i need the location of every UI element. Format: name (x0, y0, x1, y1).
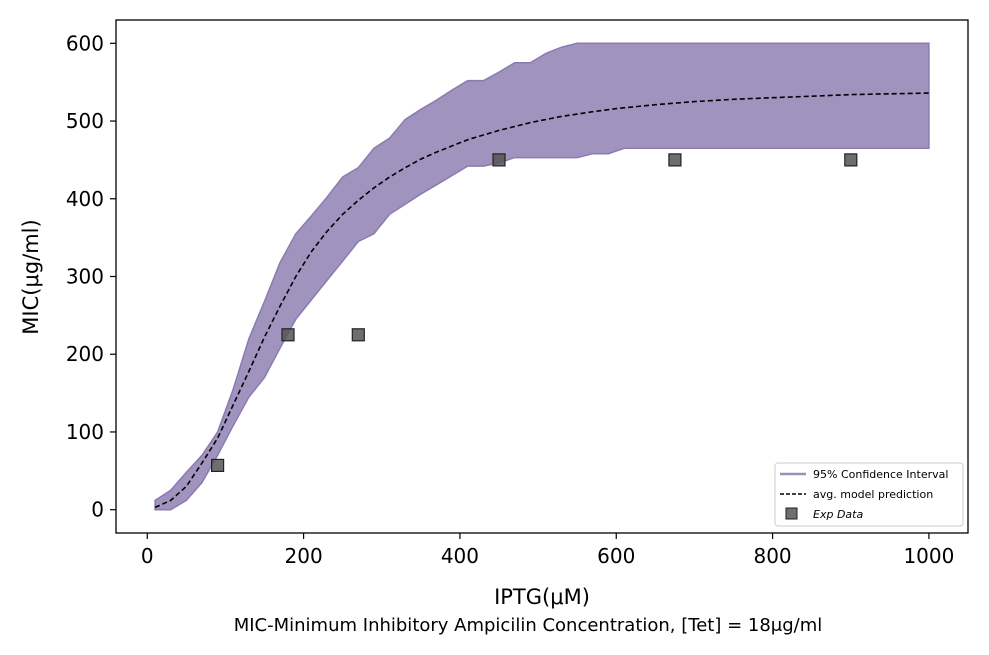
y-tick-label: 600 (66, 31, 104, 55)
legend-swatch-expdata (785, 507, 798, 520)
y-tick-label: 0 (91, 498, 104, 522)
y-tick-label: 200 (66, 342, 104, 366)
legend-label-confidence: 95% Confidence Interval (813, 468, 948, 481)
prediction-line (154, 92, 929, 509)
axis-ticks: 0 200 400 600 800 1000 0 100 200 300 400 500 600 (66, 31, 955, 568)
confidence-band (154, 42, 930, 511)
exp-data-point (844, 153, 858, 167)
x-tick-label: 1000 (903, 544, 954, 568)
x-tick-label: 800 (753, 544, 791, 568)
y-tick-label: 300 (66, 265, 104, 289)
y-tick-label: 400 (66, 187, 104, 211)
exp-data-point (351, 328, 365, 342)
x-axis-label: IPTG(μM) (494, 585, 590, 609)
legend-label-expdata: Exp Data (813, 508, 863, 521)
plot-area (154, 42, 930, 511)
x-tick-label: 600 (597, 544, 635, 568)
y-axis-label: MIC(μg/ml) (19, 219, 43, 334)
x-tick-label: 0 (141, 544, 154, 568)
chart-caption: MIC-Minimum Inhibitory Ampicilin Concent… (234, 615, 823, 636)
exp-data-point (492, 153, 506, 167)
y-tick-label: 100 (66, 420, 104, 444)
y-tick-label: 500 (66, 109, 104, 133)
exp-data-point (281, 328, 295, 342)
exp-data-point (668, 153, 682, 167)
exp-data-point (211, 458, 225, 472)
x-tick-label: 200 (285, 544, 323, 568)
x-tick-label: 400 (441, 544, 479, 568)
legend-box (774, 462, 964, 527)
legend-label-prediction: avg. model prediction (813, 488, 933, 501)
legend: 95% Confidence Interval avg. model predi… (774, 462, 964, 527)
